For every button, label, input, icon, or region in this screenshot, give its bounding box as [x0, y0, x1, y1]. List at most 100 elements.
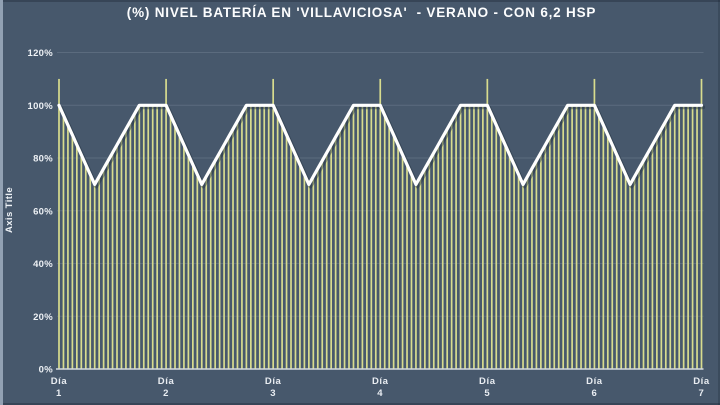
- hour-bar: [165, 78, 167, 370]
- hour-bar: [227, 136, 230, 369]
- hour-bar: [437, 144, 440, 369]
- hour-bar: [125, 129, 127, 369]
- hour-bar: [205, 176, 208, 369]
- hour-bar: [656, 136, 658, 369]
- hour-bar: [611, 144, 614, 369]
- hour-bar: [419, 176, 422, 369]
- hour-bar: [678, 105, 681, 370]
- hour-bar: [562, 113, 565, 369]
- hour-bar: [138, 105, 141, 370]
- hour-bar: [80, 154, 83, 369]
- hour-bar: [366, 105, 368, 370]
- hour-bar: [290, 144, 292, 369]
- hour-bar: [71, 134, 74, 369]
- hour-bar: [134, 113, 136, 369]
- hour-bar: [566, 105, 569, 370]
- x-tick-label-dia: Día: [479, 376, 496, 387]
- hour-bar: [673, 105, 676, 370]
- hour-bar: [84, 164, 87, 369]
- hour-bar: [428, 160, 431, 369]
- hour-bar: [312, 176, 315, 369]
- battery-line-series: [57, 103, 704, 187]
- hour-bar: [553, 129, 556, 369]
- hour-bar: [183, 144, 185, 369]
- hour-bar: [343, 121, 346, 369]
- hour-bar: [535, 160, 538, 369]
- hour-bar: [339, 129, 341, 369]
- hour-bar: [361, 105, 364, 370]
- hour-bar: [156, 105, 159, 370]
- hour-bar: [267, 105, 270, 370]
- hour-bar: [544, 144, 547, 369]
- hour-bar: [129, 121, 132, 369]
- hour-bar: [446, 129, 449, 369]
- hour-bar: [571, 105, 573, 370]
- hour-bar: [441, 136, 444, 369]
- hour-bar: [531, 168, 533, 369]
- y-tick-label: 80%: [33, 154, 53, 165]
- hour-bar: [664, 121, 667, 369]
- hour-bar: [406, 164, 408, 369]
- hour-bar: [602, 125, 605, 369]
- hour-bar: [691, 105, 694, 370]
- hour-bar: [111, 152, 114, 369]
- hour-bar: [107, 160, 109, 369]
- hour-bar: [522, 184, 524, 369]
- hour-bar: [504, 144, 507, 369]
- hour-bar: [379, 78, 382, 370]
- hour-bar: [606, 134, 609, 369]
- hour-bar: [669, 113, 672, 369]
- hour-bar: [98, 176, 101, 369]
- hour-bar: [116, 144, 118, 369]
- hour-bar: [272, 78, 275, 370]
- y-tick-label: 120%: [28, 48, 54, 59]
- hour-bar: [629, 184, 631, 369]
- hour-bar: [370, 105, 373, 370]
- hour-bar: [93, 184, 96, 369]
- y-tick-label: 60%: [33, 206, 53, 217]
- hour-bar: [615, 154, 618, 369]
- hour-bar: [142, 105, 145, 370]
- hour-bar: [178, 134, 181, 369]
- hour-bar: [245, 105, 248, 370]
- x-tick-label-dia: Día: [372, 376, 389, 387]
- hour-bar: [473, 105, 475, 370]
- hour-bar: [102, 168, 105, 369]
- hour-bar: [468, 105, 471, 370]
- hour-bar: [486, 78, 489, 370]
- hour-bar: [67, 125, 69, 369]
- hour-bar: [303, 174, 306, 369]
- hour-bar: [192, 164, 194, 369]
- hour-bar: [214, 160, 217, 369]
- x-tick-label-dia: Día: [265, 376, 282, 387]
- hour-bar: [160, 105, 163, 370]
- hour-bar: [374, 105, 377, 370]
- x-tick-label-daynum: 1: [56, 388, 62, 399]
- x-tick-label-daynum: 2: [163, 388, 169, 399]
- x-tick-label-dia: Día: [51, 376, 68, 387]
- hour-bar: [642, 160, 645, 369]
- y-tick-label: 100%: [28, 101, 54, 112]
- hour-bar: [223, 144, 225, 369]
- hour-bar: [682, 105, 685, 370]
- hour-bar: [348, 113, 350, 369]
- hour-bar: [651, 144, 654, 369]
- hour-bar: [424, 168, 426, 369]
- chart-title: (%) NIVEL BATERÍA EN 'VILLAVICIOSA' - VE…: [126, 5, 597, 20]
- hour-bar: [62, 115, 65, 369]
- hour-bar: [459, 105, 462, 370]
- hour-bar: [209, 168, 212, 369]
- hour-bar: [410, 174, 413, 369]
- hour-bar: [276, 115, 279, 369]
- hour-bar: [397, 144, 399, 369]
- hour-bar: [330, 144, 333, 369]
- hour-bar: [508, 154, 511, 369]
- x-tick-label-dia: Día: [158, 376, 175, 387]
- hour-bar: [169, 115, 172, 369]
- hour-bar: [593, 78, 596, 370]
- hour-bar: [696, 105, 698, 370]
- hour-bar: [308, 184, 310, 369]
- hour-bar: [357, 105, 359, 370]
- hour-bar: [334, 136, 337, 369]
- hour-bar: [196, 174, 199, 369]
